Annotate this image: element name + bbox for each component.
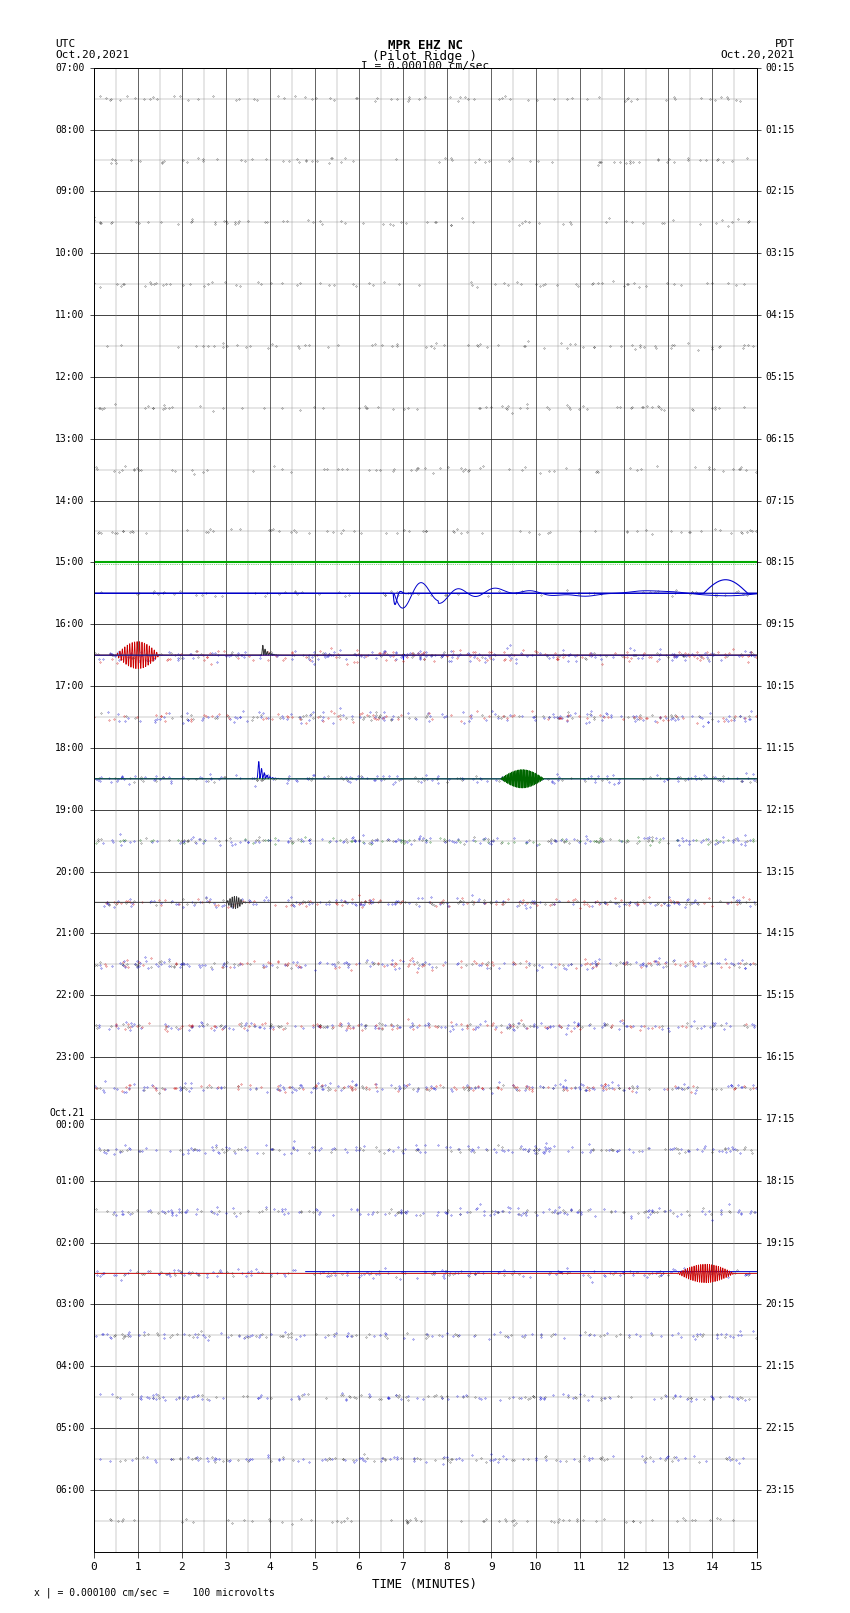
Text: I = 0.000100 cm/sec: I = 0.000100 cm/sec	[361, 61, 489, 71]
Text: UTC: UTC	[55, 39, 76, 48]
Text: Oct.20,2021: Oct.20,2021	[55, 50, 129, 60]
Text: Oct.20,2021: Oct.20,2021	[721, 50, 795, 60]
Text: MPR EHZ NC: MPR EHZ NC	[388, 39, 462, 52]
Text: x | = 0.000100 cm/sec =    100 microvolts: x | = 0.000100 cm/sec = 100 microvolts	[34, 1587, 275, 1598]
Text: (Pilot Ridge ): (Pilot Ridge )	[372, 50, 478, 63]
Text: PDT: PDT	[774, 39, 795, 48]
X-axis label: TIME (MINUTES): TIME (MINUTES)	[372, 1578, 478, 1590]
